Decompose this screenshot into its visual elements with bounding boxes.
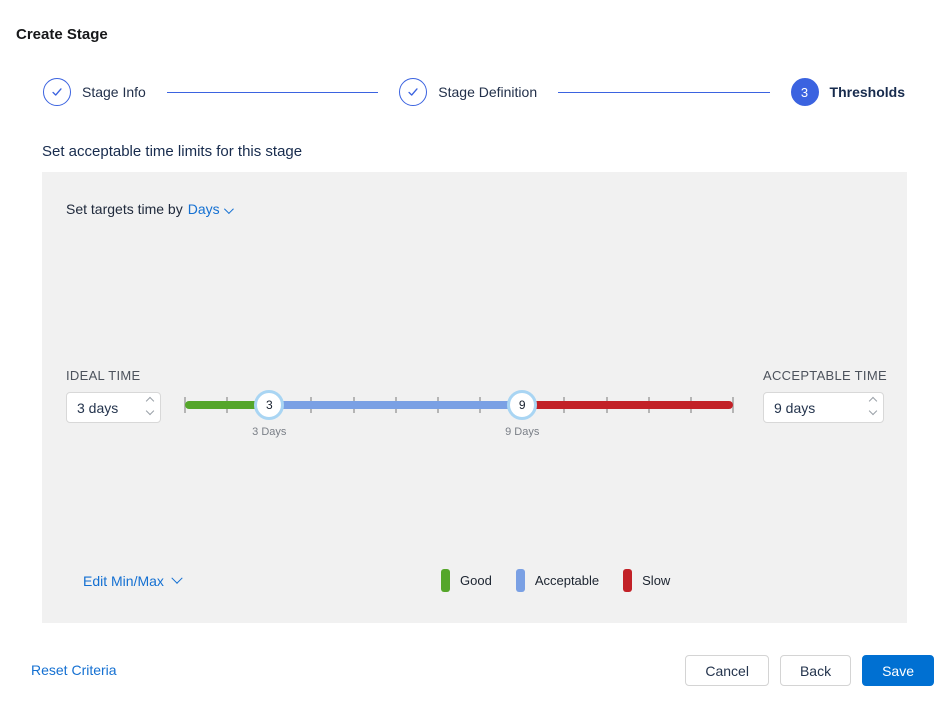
- ideal-time-input[interactable]: [66, 392, 161, 423]
- legend-swatch: [441, 569, 450, 592]
- step-label: Stage Definition: [438, 84, 538, 100]
- slider-segment-slow: [522, 401, 733, 409]
- footer-buttons: Cancel Back Save: [685, 655, 934, 686]
- legend-label: Slow: [642, 573, 671, 588]
- target-time-row: Set targets time by Days: [66, 201, 234, 217]
- cancel-button[interactable]: Cancel: [685, 655, 769, 686]
- reset-criteria-link[interactable]: Reset Criteria: [31, 662, 117, 678]
- slider-handle[interactable]: 9: [507, 390, 538, 420]
- stepper-step-stage-info[interactable]: Stage Info: [43, 78, 146, 106]
- chevron-down-icon: [171, 572, 183, 584]
- check-circle-icon: [399, 78, 428, 106]
- back-button[interactable]: Back: [779, 655, 852, 686]
- threshold-slider[interactable]: 3 3 Days 9 9 Days: [184, 390, 734, 438]
- save-button[interactable]: Save: [862, 655, 934, 686]
- legend-swatch: [623, 569, 633, 592]
- panel-bottom-row: Edit Min/Max Good Acceptable Slow: [42, 569, 907, 599]
- step-label: Thresholds: [829, 84, 906, 100]
- increment-icon[interactable]: [145, 396, 155, 406]
- chevron-down-icon: [223, 204, 234, 215]
- checkmark-icon: [408, 88, 418, 96]
- stepper-step-thresholds[interactable]: 3 Thresholds: [790, 78, 906, 106]
- edit-minmax-link[interactable]: Edit Min/Max: [83, 572, 183, 589]
- threshold-controls-row: IDEAL TIME 3 3 Days 9 9 Days ACCEPTABLE TIM…: [42, 368, 907, 438]
- acceptable-time-input[interactable]: [763, 392, 884, 423]
- target-time-prefix: Set targets time by: [66, 201, 183, 217]
- legend-item: Slow: [623, 569, 670, 592]
- ideal-time-group: IDEAL TIME: [66, 368, 161, 423]
- legend-label: Acceptable: [534, 573, 600, 588]
- stepper-arrows[interactable]: [868, 396, 878, 416]
- stepper-step-stage-definition[interactable]: Stage Definition: [399, 78, 537, 106]
- slider-handle[interactable]: 3: [254, 390, 285, 420]
- page-title: Create Stage: [16, 26, 108, 43]
- legend-item: Good: [441, 569, 492, 592]
- step-label: Stage Info: [82, 84, 146, 100]
- stepper-connector: [166, 91, 379, 93]
- acceptable-time-group: ACCEPTABLE TIME: [763, 368, 887, 423]
- legend-item: Acceptable: [515, 569, 600, 592]
- checkmark-icon: [52, 88, 62, 96]
- step-number-circle: 3: [790, 78, 819, 106]
- section-heading: Set acceptable time limits for this stag…: [42, 143, 303, 160]
- acceptable-time-label: ACCEPTABLE TIME: [763, 368, 887, 383]
- stepper-arrows[interactable]: [145, 396, 155, 416]
- slider-tick: [732, 397, 734, 413]
- slider-handle-label: 9 Days: [505, 426, 540, 438]
- decrement-icon[interactable]: [868, 406, 878, 416]
- edit-minmax-label: Edit Min/Max: [83, 573, 164, 589]
- increment-icon[interactable]: [868, 396, 878, 406]
- thresholds-panel: Set targets time by Days IDEAL TIME 3 3 D…: [42, 172, 907, 623]
- slider-segment-acceptable: [269, 401, 523, 409]
- target-time-unit-dropdown[interactable]: Days: [187, 201, 234, 217]
- legend-label: Good: [460, 573, 492, 588]
- check-circle-icon: [43, 78, 71, 106]
- legend-swatch: [515, 569, 525, 592]
- step-number: 3: [800, 84, 809, 100]
- slider-handle-label: 3 Days: [252, 426, 287, 438]
- threshold-legend: Good Acceptable Slow: [441, 569, 670, 592]
- target-time-unit-value: Days: [187, 201, 220, 217]
- stepper: Stage Info Stage Definition 3 Thresholds: [43, 78, 905, 106]
- slider-segment-good: [185, 401, 270, 409]
- ideal-time-label: IDEAL TIME: [66, 368, 141, 383]
- decrement-icon[interactable]: [145, 406, 155, 416]
- stepper-connector: [558, 91, 770, 93]
